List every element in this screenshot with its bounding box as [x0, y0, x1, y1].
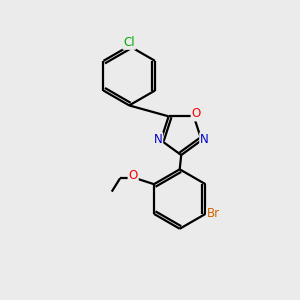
Text: Cl: Cl [123, 36, 135, 49]
Text: O: O [191, 107, 201, 121]
Text: Br: Br [207, 207, 220, 220]
Text: N: N [154, 133, 162, 146]
Text: N: N [200, 133, 209, 146]
Text: O: O [129, 169, 138, 182]
